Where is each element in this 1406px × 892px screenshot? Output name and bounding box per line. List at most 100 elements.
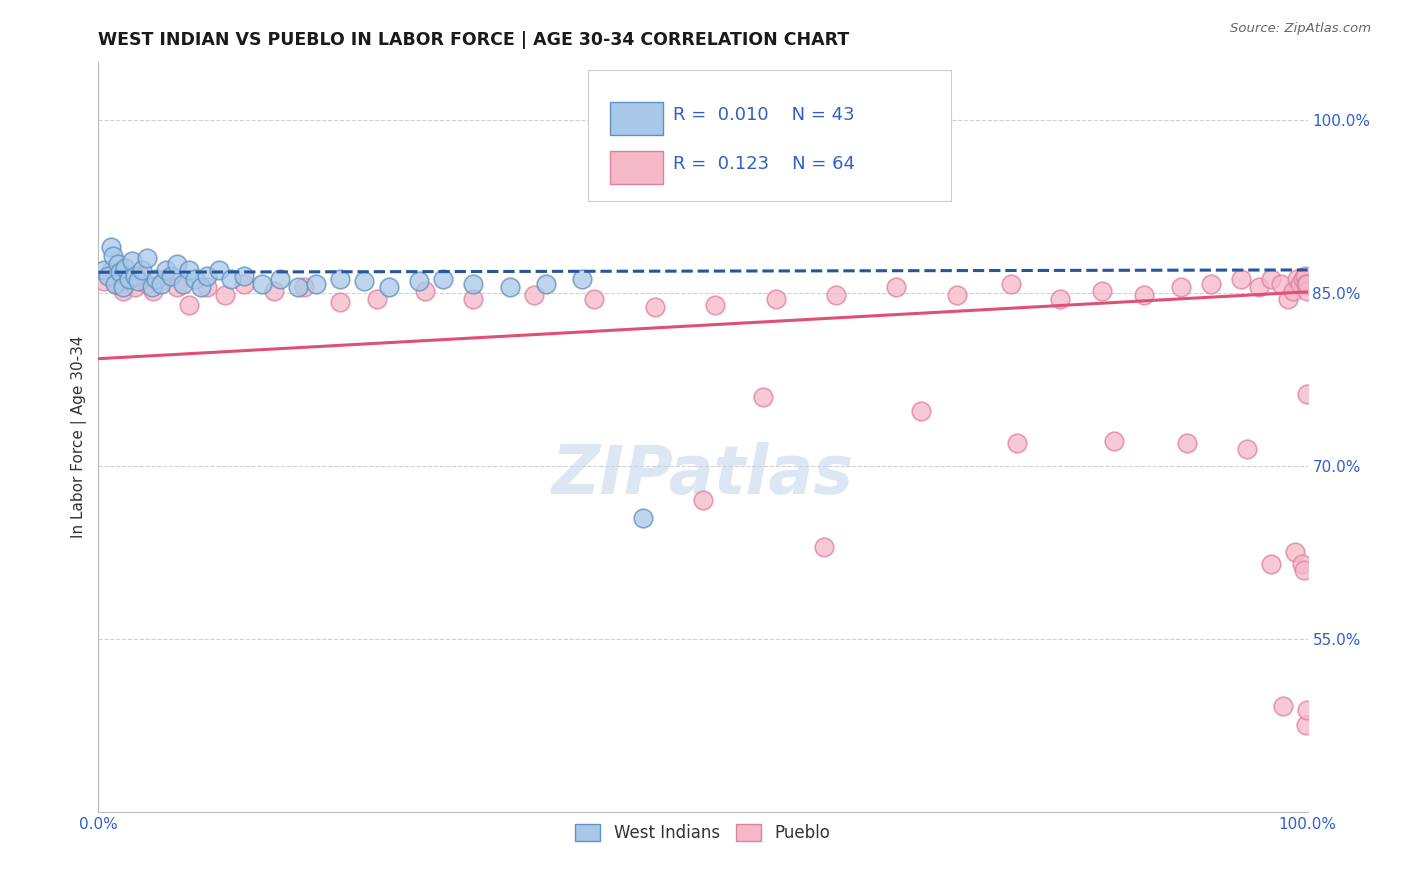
Point bbox=[1296, 387, 1319, 401]
Point bbox=[583, 292, 606, 306]
Point bbox=[704, 297, 727, 311]
Point bbox=[135, 252, 157, 266]
Point bbox=[523, 288, 546, 302]
Point bbox=[329, 295, 352, 310]
Point bbox=[195, 268, 218, 283]
Point bbox=[118, 272, 141, 286]
Point bbox=[269, 272, 291, 286]
Point bbox=[413, 284, 436, 298]
Point bbox=[190, 280, 212, 294]
Text: WEST INDIAN VS PUEBLO IN LABOR FORCE | AGE 30-34 CORRELATION CHART: WEST INDIAN VS PUEBLO IN LABOR FORCE | A… bbox=[98, 31, 849, 49]
Point bbox=[1170, 280, 1192, 294]
Point bbox=[287, 280, 309, 294]
Point bbox=[135, 277, 157, 291]
Point bbox=[114, 260, 136, 275]
Point bbox=[1296, 703, 1319, 717]
Point bbox=[131, 263, 153, 277]
Point bbox=[692, 493, 714, 508]
Point bbox=[1270, 277, 1292, 291]
Point bbox=[1294, 268, 1316, 283]
Point bbox=[166, 257, 188, 271]
Point bbox=[1277, 292, 1299, 306]
Point bbox=[1102, 434, 1125, 448]
Point bbox=[1260, 557, 1282, 571]
Point bbox=[886, 280, 908, 294]
Point bbox=[813, 540, 835, 554]
Point bbox=[1175, 435, 1198, 450]
Point bbox=[142, 284, 165, 298]
FancyBboxPatch shape bbox=[588, 70, 950, 201]
Point bbox=[195, 280, 218, 294]
Point bbox=[353, 275, 375, 289]
Text: ZIPatlas: ZIPatlas bbox=[553, 442, 853, 508]
Point bbox=[127, 275, 149, 289]
Point bbox=[1260, 272, 1282, 286]
Point bbox=[292, 280, 315, 294]
Point bbox=[1007, 435, 1029, 450]
Point bbox=[825, 288, 848, 302]
Point bbox=[752, 390, 775, 404]
Point bbox=[179, 297, 201, 311]
Point bbox=[463, 277, 485, 291]
Point bbox=[108, 265, 131, 279]
Point bbox=[93, 275, 115, 289]
Point bbox=[1272, 698, 1295, 713]
Point bbox=[644, 300, 666, 314]
Point bbox=[1295, 277, 1317, 291]
Y-axis label: In Labor Force | Age 30-34: In Labor Force | Age 30-34 bbox=[72, 335, 87, 539]
Point bbox=[166, 280, 188, 294]
Point bbox=[408, 275, 430, 289]
Point bbox=[263, 284, 285, 298]
Point bbox=[366, 292, 388, 306]
Point bbox=[232, 277, 254, 291]
Point bbox=[1199, 277, 1222, 291]
Point bbox=[946, 288, 969, 302]
Point bbox=[214, 288, 236, 302]
Point bbox=[1230, 272, 1253, 286]
Point bbox=[129, 268, 152, 283]
Point bbox=[1049, 292, 1071, 306]
Point bbox=[145, 272, 167, 286]
Point bbox=[111, 280, 134, 294]
Point bbox=[184, 272, 207, 286]
Point bbox=[100, 263, 122, 277]
Point bbox=[232, 268, 254, 283]
Point bbox=[1289, 277, 1312, 291]
Point bbox=[208, 263, 231, 277]
Point bbox=[631, 510, 654, 524]
Point bbox=[1292, 272, 1315, 286]
Text: Source: ZipAtlas.com: Source: ZipAtlas.com bbox=[1230, 22, 1371, 36]
Point bbox=[104, 277, 127, 291]
Point bbox=[124, 280, 146, 294]
Point bbox=[1236, 442, 1258, 456]
Point bbox=[571, 272, 593, 286]
Point bbox=[1292, 563, 1315, 577]
Point bbox=[1296, 284, 1319, 298]
FancyBboxPatch shape bbox=[610, 151, 664, 184]
Point bbox=[124, 268, 146, 283]
Point bbox=[105, 277, 128, 291]
Point bbox=[118, 272, 141, 286]
Point bbox=[150, 277, 173, 291]
Point bbox=[1285, 272, 1308, 286]
Point bbox=[305, 277, 328, 291]
Point bbox=[498, 280, 520, 294]
Point bbox=[765, 292, 787, 306]
Point bbox=[377, 280, 399, 294]
Point bbox=[101, 249, 124, 263]
Point bbox=[179, 263, 201, 277]
Point bbox=[93, 263, 115, 277]
Point bbox=[534, 277, 557, 291]
Text: R =  0.123    N = 64: R = 0.123 N = 64 bbox=[672, 154, 855, 172]
Point bbox=[160, 268, 183, 283]
Point bbox=[155, 263, 177, 277]
Point bbox=[121, 253, 143, 268]
Point bbox=[97, 268, 120, 283]
Point bbox=[1295, 718, 1317, 732]
Point bbox=[1282, 284, 1305, 298]
Point bbox=[1091, 284, 1114, 298]
Point bbox=[910, 403, 932, 417]
Point bbox=[463, 292, 485, 306]
Point bbox=[107, 257, 129, 271]
Point bbox=[111, 284, 134, 298]
